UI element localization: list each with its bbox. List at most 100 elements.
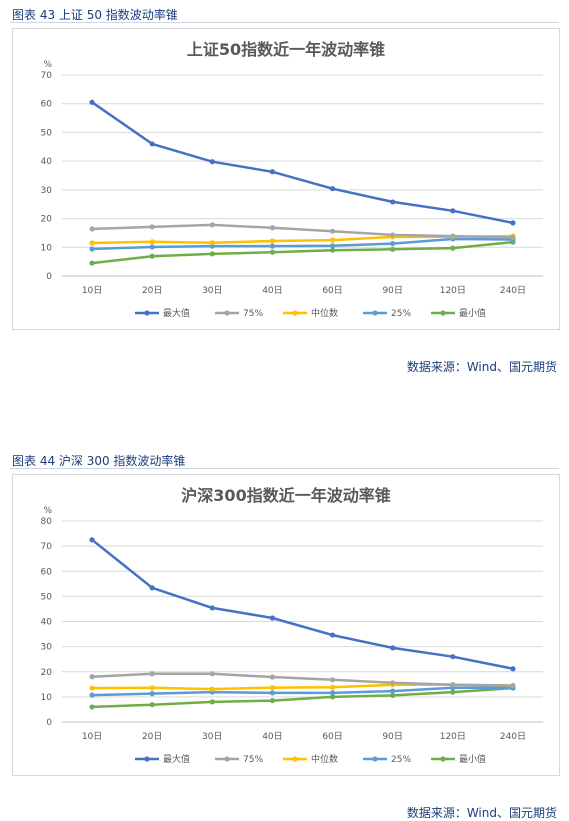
chart-title: 上证50指数近一年波动率锥 xyxy=(187,40,385,59)
figure-caption: 图表 43 上证 50 指数波动率锥 xyxy=(12,8,178,22)
x-tick-label: 10日 xyxy=(82,285,102,296)
data-point xyxy=(89,99,95,105)
legend-item: 中位数 xyxy=(283,753,338,765)
x-tick-label: 30日 xyxy=(202,731,222,742)
data-point xyxy=(329,247,336,253)
data-point xyxy=(149,239,155,245)
data-point xyxy=(89,260,95,266)
data-point xyxy=(209,605,215,611)
chart-title: 沪深300指数近一年波动率锥 xyxy=(181,486,390,505)
data-point xyxy=(269,169,276,175)
legend-marker xyxy=(292,756,298,762)
y-tick-label: 60 xyxy=(41,100,53,110)
legend-label: 最大值 xyxy=(163,307,190,319)
x-tick-label: 60日 xyxy=(322,285,342,296)
data-point xyxy=(390,692,396,698)
data-point xyxy=(149,702,155,708)
data-point xyxy=(89,226,95,232)
y-tick-label: 20 xyxy=(41,668,53,678)
y-tick-label: 0 xyxy=(46,272,52,282)
data-point xyxy=(149,585,155,591)
data-point xyxy=(329,690,336,696)
data-point xyxy=(450,208,456,214)
data-point xyxy=(450,682,456,688)
data-point xyxy=(149,671,155,677)
legend-marker xyxy=(372,756,378,762)
y-unit-label: % xyxy=(43,506,52,516)
y-tick-label: 20 xyxy=(41,215,53,225)
data-point xyxy=(329,684,336,690)
data-point xyxy=(209,222,215,228)
legend-marker xyxy=(224,756,230,762)
caption-divider xyxy=(10,468,559,469)
data-point xyxy=(269,225,276,231)
chart-frame-csi300: 沪深300指数近一年波动率锥% 0 10 20 30 40 50 60 70 80 10日 20日 30… xyxy=(12,474,560,776)
series-line xyxy=(90,101,515,225)
y-tick-label: 70 xyxy=(41,542,53,552)
series-line xyxy=(90,672,515,687)
data-point xyxy=(149,253,155,259)
y-tick-label: 0 xyxy=(46,718,52,728)
data-point xyxy=(89,674,95,680)
x-tick-label: 120日 xyxy=(440,731,466,742)
data-point xyxy=(269,249,276,255)
data-point xyxy=(269,238,276,244)
data-point xyxy=(89,537,95,543)
legend-item: 最大值 xyxy=(135,307,190,319)
legend-marker xyxy=(224,310,230,316)
legend-marker xyxy=(144,310,150,316)
data-point xyxy=(450,654,456,660)
series-line xyxy=(90,237,515,251)
data-point xyxy=(269,243,276,249)
y-tick-label: 30 xyxy=(41,186,53,196)
legend-item: 最大值 xyxy=(135,753,190,765)
legend-item: 25% xyxy=(363,755,411,765)
data-point xyxy=(510,666,516,672)
data-point xyxy=(390,199,396,205)
y-tick-label: 30 xyxy=(41,643,53,653)
legend-item: 最小值 xyxy=(431,753,486,765)
y-unit-label: % xyxy=(43,60,52,70)
legend-item: 25% xyxy=(363,309,411,319)
x-tick-label: 20日 xyxy=(142,731,162,742)
data-point xyxy=(269,684,276,691)
data-point xyxy=(329,243,336,249)
data-point xyxy=(269,690,276,696)
legend-label: 25% xyxy=(391,309,411,319)
x-tick-label: 120日 xyxy=(440,285,466,296)
data-point xyxy=(209,671,215,677)
legend-label: 最大值 xyxy=(163,753,190,765)
data-point xyxy=(510,220,516,226)
data-point xyxy=(209,699,215,705)
data-point xyxy=(390,246,396,252)
data-point xyxy=(450,689,456,695)
y-tick-label: 50 xyxy=(41,128,53,138)
series-line xyxy=(90,538,515,670)
x-tick-label: 40日 xyxy=(262,731,282,742)
line-chart: 上证50指数近一年波动率锥% 0 10 20 30 40 50 60 70 10日 20日 30日 40… xyxy=(41,40,543,319)
legend-item: 中位数 xyxy=(283,307,338,319)
legend-label: 最小值 xyxy=(459,753,486,765)
data-point xyxy=(89,704,95,710)
data-point xyxy=(450,245,456,251)
data-point xyxy=(269,698,276,704)
legend-item: 75% xyxy=(215,755,263,765)
legend-label: 75% xyxy=(243,309,263,319)
x-tick-label: 60日 xyxy=(322,731,342,742)
legend-label: 中位数 xyxy=(311,307,338,319)
legend-marker xyxy=(144,756,150,762)
legend-item: 最小值 xyxy=(431,307,486,319)
data-point xyxy=(329,228,336,234)
x-tick-label: 90日 xyxy=(382,285,402,296)
chart-frame-sse50: 上证50指数近一年波动率锥% 0 10 20 30 40 50 60 70 10日 20日 30日 40… xyxy=(12,28,560,330)
legend-item: 75% xyxy=(215,309,263,319)
x-tick-label: 40日 xyxy=(262,285,282,296)
data-point xyxy=(510,234,516,241)
data-point xyxy=(149,224,155,230)
legend-marker xyxy=(440,310,446,316)
data-point xyxy=(89,240,95,246)
x-tick-label: 240日 xyxy=(500,285,526,296)
data-point xyxy=(390,232,396,238)
series-line xyxy=(90,686,515,709)
data-point xyxy=(329,677,336,683)
